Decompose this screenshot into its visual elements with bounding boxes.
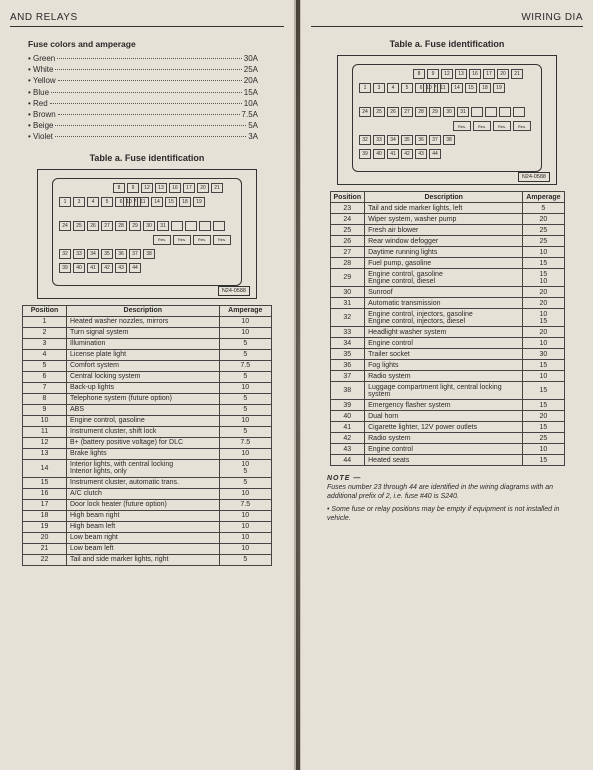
table-row: 38Luggage compartment light, central loc… bbox=[330, 382, 564, 400]
table-row: 43Engine control10 bbox=[330, 444, 564, 455]
table-row: 33Headlight washer system20 bbox=[330, 327, 564, 338]
table-title-right: Table a. Fuse identification bbox=[311, 39, 583, 49]
table-row: 7Back-up lights10 bbox=[23, 382, 272, 393]
diagram-id-label: N24-0588 bbox=[518, 172, 550, 182]
colors-heading: Fuse colors and amperage bbox=[28, 39, 284, 49]
note-block: NOTE — Fuses number 23 through 44 are id… bbox=[327, 474, 567, 523]
right-page: WIRING DIA Table a. Fuse identification … bbox=[300, 0, 593, 770]
col-description: Description bbox=[67, 305, 220, 316]
table-row: 24Wiper system, washer pump20 bbox=[330, 214, 564, 225]
fusebox-diagram-left: 8912131617202113456710111415181924252627… bbox=[37, 169, 257, 299]
table-row: 19High beam left10 bbox=[23, 521, 272, 532]
col-amperage: Amperage bbox=[523, 192, 564, 203]
table-row: 13Brake lights10 bbox=[23, 448, 272, 459]
table-row: 18High beam right10 bbox=[23, 510, 272, 521]
table-title-left: Table a. Fuse identification bbox=[10, 153, 284, 163]
table-row: 4License plate light5 bbox=[23, 349, 272, 360]
table-row: 28Fuel pump, gasoline15 bbox=[330, 258, 564, 269]
fusebox-diagram-right: 8912131617202113456710111415181924252627… bbox=[337, 55, 557, 185]
table-row: 15Instrument cluster, automatic trans.5 bbox=[23, 477, 272, 488]
table-row: 27Daytime running lights10 bbox=[330, 247, 564, 258]
table-row: 11Instrument cluster, shift lock5 bbox=[23, 426, 272, 437]
table-row: 20Low beam right10 bbox=[23, 532, 272, 543]
table-row: 8Telephone system (future option)5 bbox=[23, 393, 272, 404]
table-row: 5Comfort system7.5 bbox=[23, 360, 272, 371]
table-row: 44Heated seats15 bbox=[330, 455, 564, 466]
table-row: 41Cigarette lighter, 12V power outlets15 bbox=[330, 422, 564, 433]
table-row: 34Engine control10 bbox=[330, 338, 564, 349]
color-row: • Beige5A bbox=[28, 120, 258, 131]
table-row: 10Engine control, gasoline10 bbox=[23, 415, 272, 426]
color-row: • Yellow20A bbox=[28, 75, 258, 86]
fuse-table-left: Position Description Amperage 1Heated wa… bbox=[22, 305, 272, 566]
table-row: 21Low beam left10 bbox=[23, 543, 272, 554]
table-row: 22Tail and side marker lights, right5 bbox=[23, 554, 272, 565]
table-row: 26Rear window defogger25 bbox=[330, 236, 564, 247]
note-body: Fuses number 23 through 44 are identifie… bbox=[327, 483, 567, 501]
table-row: 32Engine control, injectors, gasolineEng… bbox=[330, 309, 564, 327]
table-row: 25Fresh air blower25 bbox=[330, 225, 564, 236]
right-page-header: WIRING DIA bbox=[311, 12, 583, 27]
color-row: • Brown7.5A bbox=[28, 109, 258, 120]
table-row: 39Emergency flasher system15 bbox=[330, 400, 564, 411]
color-row: • White25A bbox=[28, 64, 258, 75]
color-amperage-list: • Green30A• White25A• Yellow20A• Blue15A… bbox=[28, 53, 284, 143]
diagram-id-label: N24-0588 bbox=[218, 286, 250, 296]
table-row: 9ABS5 bbox=[23, 404, 272, 415]
table-row: 31Automatic transmission20 bbox=[330, 298, 564, 309]
table-row: 1Heated washer nozzles, mirrors10 bbox=[23, 316, 272, 327]
color-row: • Red10A bbox=[28, 98, 258, 109]
table-row: 3Illumination5 bbox=[23, 338, 272, 349]
table-row: 40Dual horn20 bbox=[330, 411, 564, 422]
table-row: 23Tail and side marker lights, left5 bbox=[330, 203, 564, 214]
color-row: • Blue15A bbox=[28, 87, 258, 98]
table-row: 2Turn signal system10 bbox=[23, 327, 272, 338]
table-row: 29Engine control, gasolineEngine control… bbox=[330, 269, 564, 287]
table-row: 12B+ (battery positive voltage) for DLC7… bbox=[23, 437, 272, 448]
note-heading: NOTE — bbox=[327, 474, 567, 483]
col-position: Position bbox=[330, 192, 365, 203]
table-row: 42Radio system25 bbox=[330, 433, 564, 444]
table-row: 17Door lock heater (future option)7.5 bbox=[23, 499, 272, 510]
left-page-header: AND RELAYS bbox=[10, 12, 284, 27]
table-row: 14Interior lights, with central lockingI… bbox=[23, 459, 272, 477]
table-row: 36Fog lights15 bbox=[330, 360, 564, 371]
col-position: Position bbox=[23, 305, 67, 316]
col-description: Description bbox=[365, 192, 523, 203]
note-bullet: • Some fuse or relay positions may be em… bbox=[327, 505, 567, 523]
col-amperage: Amperage bbox=[219, 305, 271, 316]
table-row: 30Sunroof20 bbox=[330, 287, 564, 298]
color-row: • Green30A bbox=[28, 53, 258, 64]
table-row: 37Radio system10 bbox=[330, 371, 564, 382]
table-row: 6Central locking system5 bbox=[23, 371, 272, 382]
table-row: 35Trailer socket30 bbox=[330, 349, 564, 360]
left-page: AND RELAYS Fuse colors and amperage • Gr… bbox=[0, 0, 296, 770]
table-row: 16A/C clutch10 bbox=[23, 488, 272, 499]
fuse-table-right: Position Description Amperage 23Tail and… bbox=[330, 191, 565, 466]
color-row: • Violet3A bbox=[28, 131, 258, 142]
